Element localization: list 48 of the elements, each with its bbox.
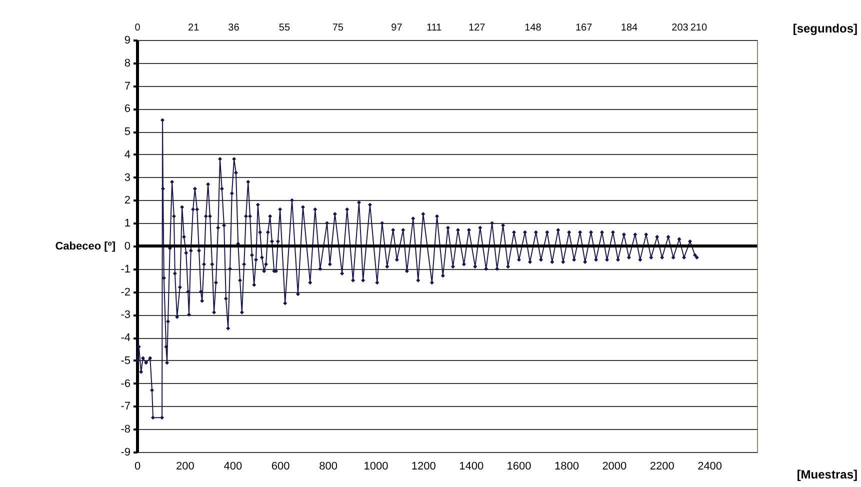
x2-tick-label: 167 — [575, 22, 593, 34]
x2-tick-label: 36 — [228, 22, 240, 34]
x-tick-label: 800 — [319, 460, 338, 472]
y-tick-label: 8 — [124, 57, 130, 70]
y-tick-label: 5 — [124, 126, 130, 138]
x2-tick-label: 75 — [332, 22, 344, 34]
x2-tick-label: 127 — [468, 22, 486, 34]
x2-tick-label: 210 — [690, 22, 708, 34]
x2-tick-label: 111 — [426, 22, 442, 34]
x-tick-label: 1800 — [554, 460, 579, 472]
y-tick-label: 7 — [124, 80, 130, 92]
x-tick-label: 2000 — [602, 460, 627, 472]
x-tick-label: 200 — [176, 460, 194, 472]
y-tick-label: -8 — [120, 424, 130, 436]
y-tick-label: -9 — [120, 446, 130, 458]
y-tick-label: -7 — [120, 400, 130, 413]
x-tick-label: 0 — [134, 460, 141, 472]
x-tick-label: 1400 — [459, 460, 484, 472]
y-tick-label: 2 — [124, 194, 130, 207]
x2-tick-label: 148 — [524, 22, 542, 34]
y-tick-label: 1 — [124, 218, 130, 230]
y-tick-label: 0 — [124, 240, 130, 252]
x-tick-label: 2400 — [698, 460, 722, 472]
x-tick-label: 600 — [271, 460, 290, 472]
x2-axis-title: [segundos] — [792, 22, 858, 36]
x-axis-title: [Muestras] — [796, 468, 858, 482]
y-tick-label: -6 — [120, 378, 130, 390]
x2-tick-label: 184 — [620, 22, 638, 34]
x2-tick-label: 0 — [134, 22, 141, 34]
y-axis-title: Cabeceo [º] — [55, 240, 116, 252]
x2-tick-label: 203 — [672, 22, 689, 34]
x2-tick-label: 21 — [188, 22, 200, 34]
y-tick-label: 3 — [124, 172, 130, 184]
x-tick-label: 1200 — [411, 460, 436, 472]
x-tick-label: 1000 — [364, 460, 388, 472]
x-tick-label: 2200 — [650, 460, 674, 472]
y-tick-label: -4 — [120, 332, 130, 344]
x-tick-label: 400 — [224, 460, 242, 472]
x2-tick-label: 55 — [278, 22, 290, 34]
y-tick-label: -1 — [120, 263, 130, 276]
x-tick-label: 1600 — [506, 460, 532, 472]
y-tick-label: -5 — [120, 354, 130, 367]
x2-tick-label: 97 — [391, 22, 403, 34]
y-tick-label: 4 — [124, 148, 130, 161]
y-tick-label: -3 — [120, 309, 130, 322]
y-tick-label: 6 — [124, 103, 130, 116]
y-tick-label: 9 — [124, 34, 130, 46]
y-tick-label: -2 — [120, 286, 130, 298]
